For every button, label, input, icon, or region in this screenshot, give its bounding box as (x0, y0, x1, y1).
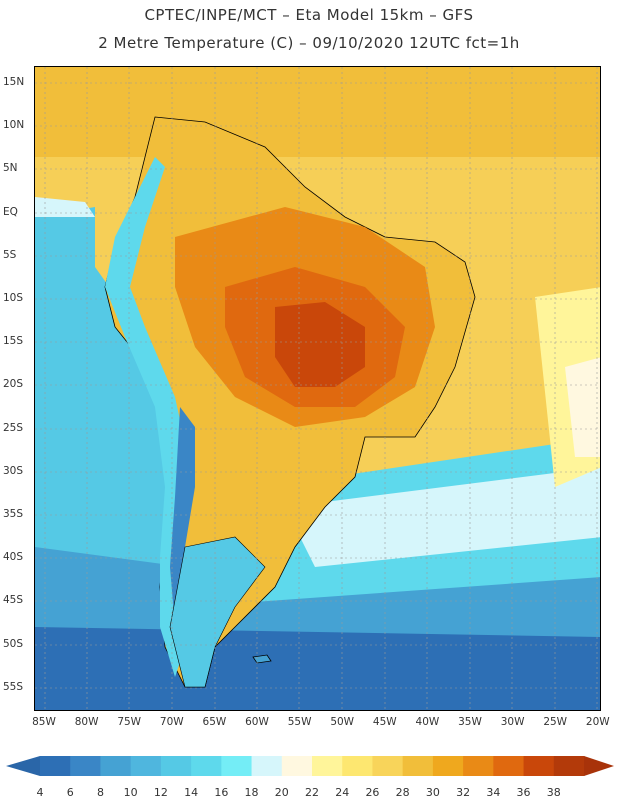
latitude-label: 5N (3, 162, 18, 175)
longitude-label: 65W (202, 716, 227, 728)
legend-level-label: 10 (123, 786, 138, 799)
longitude-label: 45W (372, 716, 397, 728)
longitude-label: 25W (543, 716, 568, 728)
longitude-label: 20W (585, 716, 610, 728)
legend-swatch (432, 756, 464, 776)
latitude-label: 30S (3, 464, 24, 477)
legend-swatch (402, 756, 434, 776)
legend-swatch (221, 756, 253, 776)
legend-swatch (251, 756, 283, 776)
latitude-label: EQ (3, 205, 18, 218)
legend-over-arrow (584, 756, 614, 776)
latitude-label: 20S (3, 378, 24, 391)
temperature-field (35, 67, 600, 710)
latitude-label: 35S (3, 508, 24, 520)
legend-level-label: 26 (365, 786, 380, 799)
legend-swatch (463, 756, 494, 776)
longitude-label: 50W (330, 716, 355, 728)
legend-swatch (523, 756, 555, 776)
latitude-label: 55S (3, 680, 24, 693)
legend-level-label: 22 (305, 786, 319, 799)
longitude-label: 55W (287, 716, 312, 728)
latitude-label: 10S (3, 292, 24, 304)
legend-level-label: 32 (456, 786, 471, 799)
legend-level-label: 36 (516, 786, 531, 799)
legend-swatch (40, 756, 71, 776)
legend-level-label: 18 (244, 786, 259, 799)
latitude-label: 15S (3, 335, 24, 348)
latitude-label: 25S (3, 421, 24, 434)
color-legend (6, 756, 614, 776)
legend-level-label: 12 (153, 786, 168, 799)
legend-swatch (281, 756, 313, 776)
longitude-label: 70W (159, 716, 184, 728)
legend-level-label: 30 (425, 786, 440, 799)
legend-level-label: 38 (546, 786, 561, 799)
falklands-land (252, 654, 272, 664)
longitude-label: 30W (500, 716, 525, 728)
legend-swatch (130, 756, 162, 776)
temperature-map (34, 66, 601, 711)
legend-swatch (342, 756, 373, 776)
legend-level-label: 24 (335, 786, 350, 799)
latitude-label: 10N (3, 119, 25, 132)
legend-level-label: 4 (36, 786, 44, 799)
legend-level-label: 28 (395, 786, 410, 799)
longitude-label: 80W (74, 716, 99, 728)
longitude-label: 40W (415, 716, 440, 728)
legend-level-label: 6 (66, 786, 74, 799)
legend-swatch (191, 756, 222, 776)
south-atlantic-light-field (285, 467, 600, 567)
legend-swatch (493, 756, 525, 776)
andes-dark-field (170, 407, 195, 627)
longitude-label: 60W (245, 716, 269, 728)
longitude-label: 35W (458, 716, 482, 728)
latitude-label: 40S (3, 551, 24, 564)
east-atlantic-pale-field (565, 357, 600, 457)
andes-field (105, 157, 190, 677)
legend-swatch (160, 756, 192, 776)
legend-level-label: 14 (184, 786, 199, 799)
map-title: CPTEC/INPE/MCT – Eta Model 15km – GFS (144, 6, 474, 24)
legend-level-label: 16 (214, 786, 229, 799)
legend-swatch (312, 756, 343, 776)
legend-level-label: 34 (486, 786, 501, 799)
latitude-label: 15N (3, 76, 25, 88)
latitude-label: 45S (3, 594, 24, 607)
legend-level-label: 8 (96, 786, 104, 799)
legend-level-label: 20 (274, 786, 289, 799)
legend-swatch (100, 756, 132, 776)
legend-swatch (70, 756, 101, 776)
longitude-label: 75W (117, 716, 142, 728)
latitude-label: 5S (3, 248, 17, 261)
map-subtitle: 2 Metre Temperature (C) – 09/10/2020 12U… (98, 34, 520, 52)
longitude-label: 85W (32, 716, 56, 728)
pacific-equator-field (35, 197, 95, 217)
brazil-peak-field (275, 302, 365, 387)
caribbean-field (35, 67, 600, 157)
southern-ocean-field (35, 627, 600, 710)
legend-swatch (553, 756, 585, 776)
legend-swatch (372, 756, 404, 776)
latitude-label: 50S (3, 637, 24, 650)
legend-under-arrow (6, 756, 40, 776)
